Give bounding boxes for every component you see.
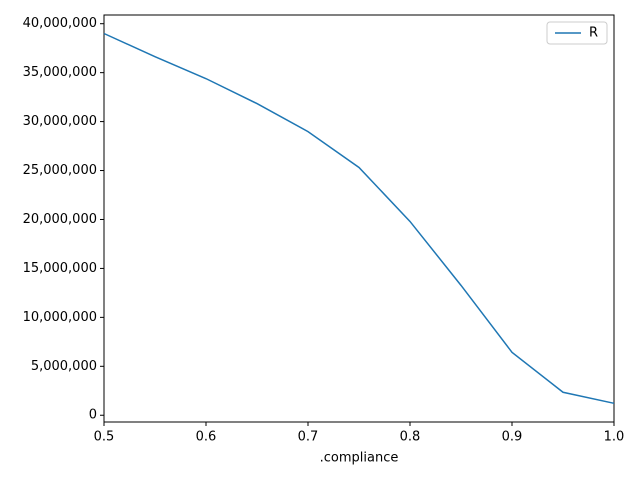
x-tick-label: 0.5 — [94, 430, 115, 445]
x-tick-label: 1.0 — [604, 430, 625, 445]
y-tick-label: 5,000,000 — [31, 359, 97, 374]
y-tick-label: 40,000,000 — [23, 16, 97, 31]
x-tick-label: 0.7 — [298, 430, 319, 445]
x-tick-label: 0.8 — [400, 430, 421, 445]
x-tick-label: 0.6 — [196, 430, 217, 445]
y-tick-label: 10,000,000 — [23, 310, 97, 325]
x-tick-label: 0.9 — [502, 430, 523, 445]
x-axis-label: .compliance — [320, 451, 399, 466]
plot-frame — [103, 14, 615, 423]
y-tick-label: 30,000,000 — [23, 114, 97, 129]
y-tick-label: 0 — [89, 408, 97, 423]
y-tick-label: 25,000,000 — [23, 163, 97, 178]
y-tick-label: 20,000,000 — [23, 212, 97, 227]
legend-label: R — [589, 26, 598, 41]
line — [103, 32, 615, 405]
y-tick-label: 15,000,000 — [23, 261, 97, 276]
y-tick-label: 35,000,000 — [23, 65, 97, 80]
